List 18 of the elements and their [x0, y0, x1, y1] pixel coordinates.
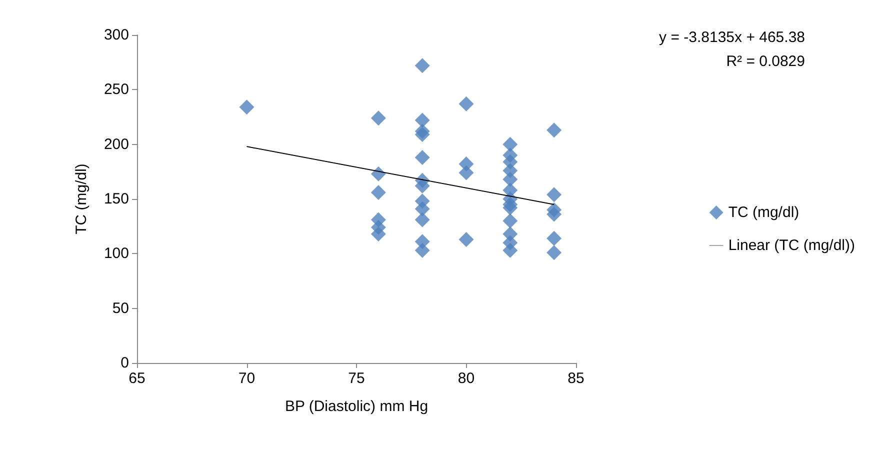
text: R² = 0.0829	[726, 53, 806, 70]
y-tick-label: 50	[112, 300, 129, 317]
y-tick-label: 150	[104, 190, 129, 208]
x-tick-label: 75	[348, 370, 365, 387]
y-tick-label: 200	[104, 136, 129, 153]
y-tick-label: 300	[104, 26, 129, 44]
x-tick-label: 80	[458, 370, 475, 387]
x-tick-label: 65	[128, 370, 146, 387]
x-tick-label: 70	[238, 370, 256, 387]
y-tick-label: 250	[104, 81, 129, 98]
y-tick-label: 0	[120, 354, 129, 372]
legend-label: Linear (TC (mg/dl))	[728, 237, 856, 254]
x-tick-label: 85	[568, 370, 584, 387]
legend-label: TC (mg/dl)	[728, 204, 800, 221]
y-tick-label: 100	[104, 245, 129, 262]
y-axis-title: TC (mg/dl)	[73, 164, 90, 234]
text: y = -3.8135x + 465.38	[659, 29, 806, 46]
x-axis-title: BP (Diastolic) mm Hg	[284, 398, 428, 415]
